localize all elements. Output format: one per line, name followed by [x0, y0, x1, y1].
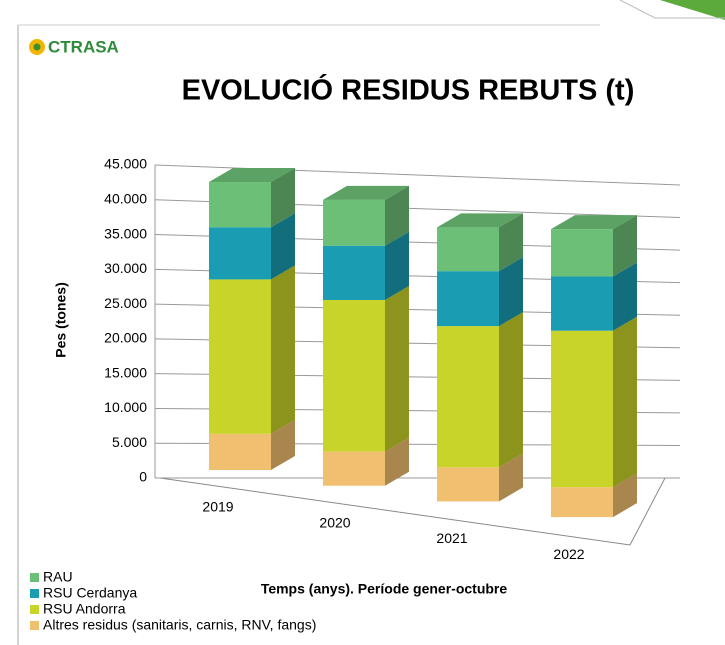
legend-swatch — [30, 605, 39, 614]
x-tick-label: 2022 — [553, 546, 584, 562]
bar-front — [437, 326, 499, 468]
bar-front — [323, 199, 385, 246]
bar-front — [551, 487, 613, 518]
y-tick-label: 35.000 — [104, 225, 147, 241]
y-tick-label: 20.000 — [104, 330, 147, 346]
logo-icon-inner — [33, 43, 41, 51]
bar-front — [323, 451, 385, 486]
bar-top — [209, 168, 295, 183]
bar-side — [499, 312, 523, 468]
bar-segment — [551, 473, 637, 518]
bar-front — [323, 299, 385, 452]
legend-swatch — [30, 573, 39, 582]
bar-side — [613, 262, 637, 331]
bar-side — [385, 231, 409, 300]
bar-segment — [551, 215, 637, 277]
bar-front — [437, 467, 499, 502]
bar-side — [385, 185, 409, 246]
bar-top — [323, 185, 409, 200]
bar-segment — [209, 213, 295, 280]
legend-label: RSU Cerdanya — [43, 585, 137, 601]
bar-top — [437, 213, 523, 228]
x-tick-label: 2020 — [319, 514, 350, 530]
bar-segment — [209, 265, 295, 434]
y-tick-label: 30.000 — [104, 260, 147, 276]
y-tick-label: 45.000 — [104, 156, 147, 172]
y-tick-label: 25.000 — [104, 295, 147, 311]
bar-segment — [323, 437, 409, 486]
bar-side — [613, 473, 637, 518]
bar-side — [271, 213, 295, 280]
bar-top — [551, 215, 637, 230]
y-tick-label: 5.000 — [112, 434, 147, 450]
bar-segment — [551, 262, 637, 331]
legend-label: RAU — [43, 569, 73, 585]
bar-segment — [209, 419, 295, 470]
bar-segment — [323, 185, 409, 246]
y-tick-label: 15.000 — [104, 364, 147, 380]
y-tick-label: 40.000 — [104, 190, 147, 206]
bar-side — [385, 285, 409, 452]
bar-segment — [551, 316, 637, 488]
bar-segment — [437, 312, 523, 468]
bar-front — [551, 229, 613, 277]
bar-side — [613, 215, 637, 277]
bar-segment — [323, 231, 409, 300]
corner-decoration — [660, 0, 725, 20]
bar-side — [613, 316, 637, 488]
bar-front — [437, 227, 499, 272]
bar-side — [385, 437, 409, 486]
bar-side — [271, 168, 295, 228]
legend-swatch — [30, 621, 39, 630]
legend-swatch — [30, 589, 39, 598]
bar-front — [551, 330, 613, 488]
corner-line — [619, 0, 725, 19]
y-tick-label: 10.000 — [104, 399, 147, 415]
chart-title: EVOLUCIÓ RESIDUS REBUTS (t) — [182, 73, 635, 107]
bar-side — [271, 265, 295, 434]
bar-front — [551, 276, 613, 331]
y-tick-label: 0 — [139, 469, 147, 485]
logo-text: CTRASA — [48, 37, 119, 56]
bar-segment — [323, 285, 409, 452]
bar-segment — [437, 257, 523, 327]
bar-front — [209, 433, 271, 470]
bar-side — [271, 419, 295, 470]
x-tick-label: 2021 — [436, 530, 467, 546]
bar-side — [499, 257, 523, 327]
bar-segment — [209, 168, 295, 228]
bar-segment — [437, 213, 523, 272]
legend-label: RSU Andorra — [43, 601, 126, 617]
bar-front — [209, 227, 271, 280]
y-axis-title: Pes (tones) — [53, 282, 69, 357]
bar-front — [437, 271, 499, 327]
bar-side — [499, 213, 523, 272]
bar-segment — [437, 453, 523, 502]
bar-side — [499, 453, 523, 502]
bar-front — [209, 182, 271, 228]
x-axis-title: Temps (anys). Període gener-octubre — [261, 581, 508, 597]
legend-label: Altres residus (sanitaris, carnis, RNV, … — [43, 617, 316, 633]
bar-front — [323, 245, 385, 300]
x-tick-label: 2019 — [202, 499, 233, 515]
bar-front — [209, 279, 271, 434]
